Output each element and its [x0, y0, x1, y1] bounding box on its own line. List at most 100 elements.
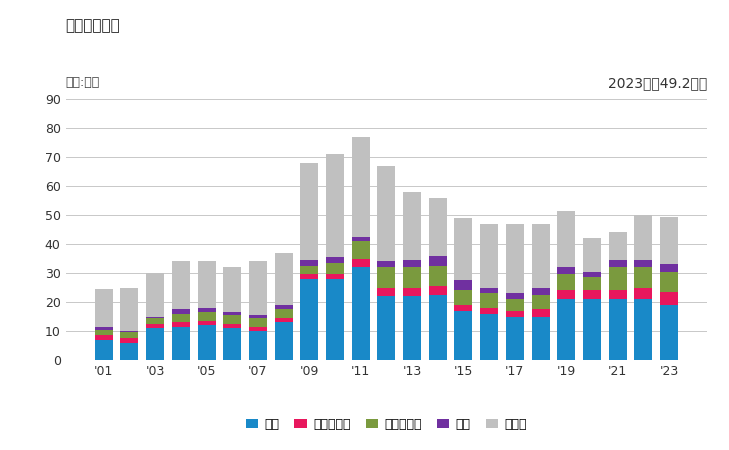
Bar — [223, 324, 241, 328]
Bar — [275, 309, 292, 318]
Bar — [223, 312, 241, 315]
Bar — [634, 288, 652, 299]
Bar — [403, 267, 421, 288]
Bar — [660, 305, 678, 360]
Text: 単位:億台: 単位:億台 — [66, 76, 100, 90]
Bar — [506, 299, 524, 310]
Bar — [120, 342, 139, 360]
Bar — [609, 290, 627, 299]
Bar — [454, 218, 472, 280]
Bar — [660, 292, 678, 305]
Bar — [378, 261, 395, 267]
Bar — [300, 266, 319, 274]
Bar — [172, 327, 190, 360]
Bar — [249, 318, 267, 327]
Bar — [634, 267, 652, 288]
Bar — [326, 274, 344, 279]
Bar — [300, 279, 319, 360]
Bar — [634, 260, 652, 267]
Bar — [557, 290, 575, 299]
Bar — [95, 327, 113, 329]
Bar — [95, 289, 113, 327]
Bar — [506, 293, 524, 299]
Bar — [480, 288, 498, 293]
Bar — [660, 217, 678, 264]
Bar — [300, 260, 319, 266]
Text: 輸出量の推移: 輸出量の推移 — [66, 18, 120, 33]
Bar — [146, 318, 164, 324]
Bar — [506, 224, 524, 293]
Bar — [146, 324, 164, 328]
Bar — [378, 166, 395, 261]
Bar — [480, 224, 498, 288]
Bar — [172, 261, 190, 309]
Bar — [120, 333, 139, 338]
Bar — [531, 224, 550, 288]
Bar — [506, 310, 524, 316]
Bar — [454, 280, 472, 290]
Bar — [403, 260, 421, 267]
Bar — [249, 261, 267, 315]
Bar — [351, 241, 370, 258]
Bar — [198, 308, 216, 312]
Bar — [146, 273, 164, 316]
Bar — [223, 328, 241, 360]
Bar — [429, 266, 447, 286]
Bar — [480, 293, 498, 308]
Bar — [351, 137, 370, 237]
Bar — [429, 256, 447, 266]
Bar — [429, 295, 447, 360]
Bar — [609, 267, 627, 290]
Bar — [95, 329, 113, 335]
Bar — [146, 328, 164, 360]
Bar — [660, 264, 678, 271]
Bar — [326, 263, 344, 274]
Bar — [249, 315, 267, 318]
Bar — [351, 258, 370, 267]
Bar — [223, 315, 241, 324]
Bar — [120, 288, 139, 331]
Bar — [531, 295, 550, 309]
Bar — [480, 314, 498, 360]
Bar — [300, 274, 319, 279]
Bar — [172, 309, 190, 314]
Bar — [378, 267, 395, 288]
Bar — [403, 288, 421, 296]
Bar — [120, 331, 139, 333]
Bar — [454, 310, 472, 360]
Bar — [609, 260, 627, 267]
Bar — [454, 290, 472, 305]
Bar — [506, 316, 524, 360]
Bar — [403, 296, 421, 360]
Bar — [198, 321, 216, 325]
Bar — [583, 238, 601, 271]
Bar — [660, 271, 678, 292]
Bar — [480, 308, 498, 314]
Bar — [429, 198, 447, 256]
Bar — [326, 257, 344, 263]
Bar — [583, 277, 601, 290]
Bar — [326, 279, 344, 360]
Bar — [198, 312, 216, 321]
Bar — [351, 267, 370, 360]
Bar — [557, 211, 575, 267]
Bar — [378, 296, 395, 360]
Bar — [403, 192, 421, 260]
Bar — [326, 154, 344, 257]
Legend: 米国, デンマーク, マレーシア, 中国, その他: 米国, デンマーク, マレーシア, 中国, その他 — [241, 413, 532, 436]
Bar — [198, 325, 216, 360]
Bar — [223, 267, 241, 312]
Bar — [557, 274, 575, 290]
Bar — [531, 309, 550, 316]
Bar — [95, 335, 113, 340]
Bar — [609, 299, 627, 360]
Bar — [531, 288, 550, 295]
Bar — [120, 338, 139, 342]
Bar — [454, 305, 472, 310]
Bar — [275, 318, 292, 322]
Bar — [275, 305, 292, 309]
Bar — [249, 331, 267, 360]
Bar — [609, 232, 627, 260]
Bar — [146, 316, 164, 318]
Bar — [249, 327, 267, 331]
